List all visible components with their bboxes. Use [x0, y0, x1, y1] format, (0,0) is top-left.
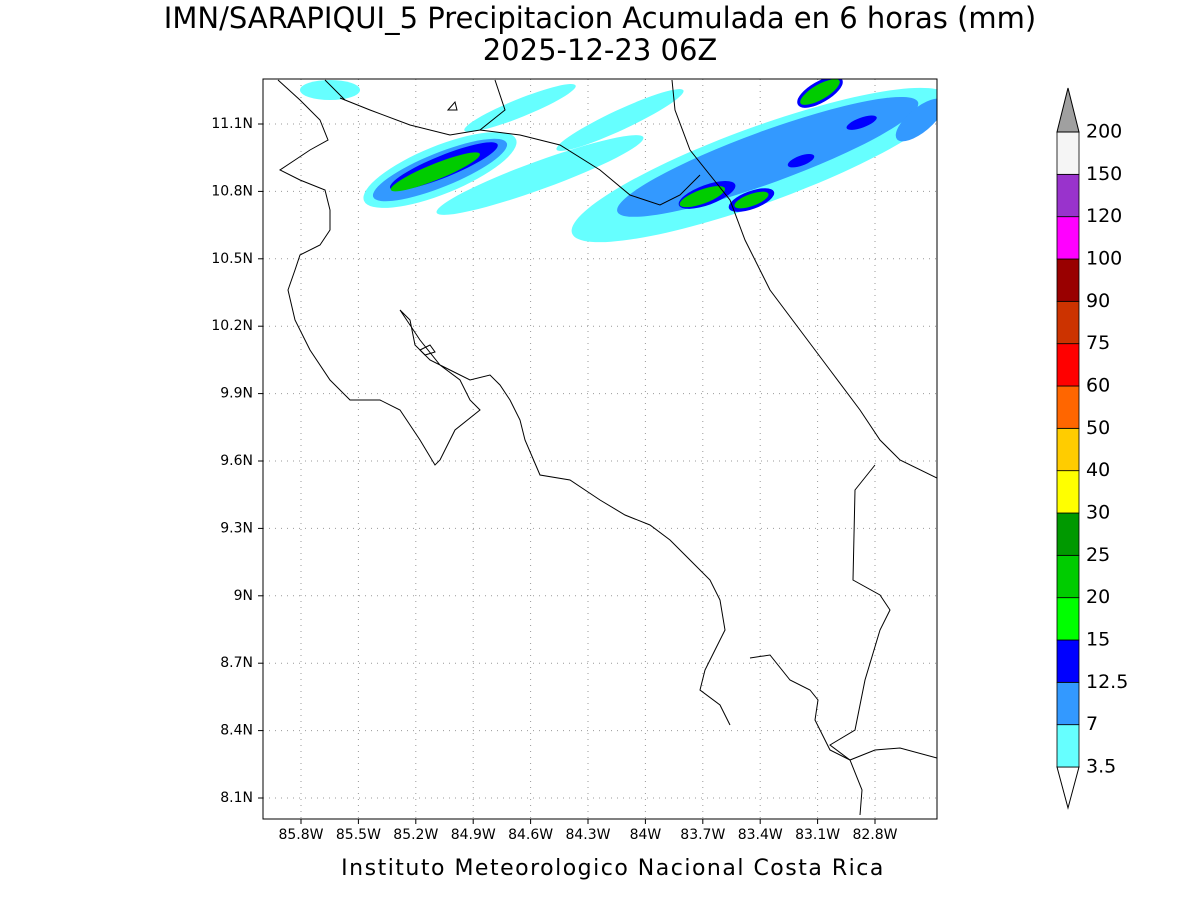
lat-label: 8.4N — [220, 723, 253, 739]
precip-area — [464, 84, 576, 132]
border — [479, 79, 506, 131]
lon-label: 84.3W — [565, 827, 610, 843]
lat-label: 9N — [234, 588, 253, 604]
lat-label: 9.9N — [220, 386, 253, 402]
lat-label: 9.6N — [220, 453, 253, 469]
colorbar: 3.5 7 12.5 15 20 25 30 40 50 60 75 90 100 120 150 200 — [1056, 87, 1128, 810]
precip-area — [300, 80, 360, 100]
lon-label: 83.7W — [680, 827, 725, 843]
title: IMN/SARAPIQUI_5 Precipitacion Acumulada … — [164, 1, 1036, 35]
precip-cell — [571, 87, 937, 243]
colorbar-cell — [1056, 639, 1080, 683]
colorbar-label: 15 — [1086, 629, 1110, 651]
lat-label: 9.3N — [220, 520, 253, 536]
colorbar-label: 50 — [1086, 417, 1110, 439]
colorbar-label: 40 — [1086, 459, 1110, 481]
colorbar-cell — [1056, 300, 1080, 345]
precip-area — [556, 89, 684, 151]
colorbar-cell — [1056, 131, 1080, 175]
island — [419, 344, 436, 356]
lon-label: 84.9W — [451, 827, 496, 843]
lon-label: 84.6W — [508, 827, 553, 843]
precip-cell — [363, 132, 517, 208]
lat-label: 8.1N — [220, 790, 253, 806]
colorbar-label: 200 — [1086, 121, 1122, 143]
colorbar-cell — [1056, 343, 1080, 387]
colorbar-cell — [1056, 597, 1080, 641]
lon-label: 85.5W — [336, 827, 381, 843]
axis-labels: 11.1N 10.8N 10.5N 10.2N 9.9N 9.6N 9.3N 9N 8.7N 8.… — [211, 116, 897, 843]
colorbar-label: 7 — [1086, 713, 1098, 735]
lat-label: 10.2N — [211, 318, 253, 334]
lat-label: 10.8N — [211, 183, 253, 199]
colorbar-under — [1056, 766, 1080, 810]
grid — [263, 79, 937, 819]
colorbar-cell — [1056, 724, 1080, 768]
colorbar-cell — [1056, 173, 1080, 218]
island — [446, 100, 458, 111]
lon-label: 83.1W — [795, 827, 840, 843]
lat-label: 10.5N — [211, 251, 253, 267]
colorbar-label: 75 — [1086, 332, 1110, 354]
colorbar-label: 150 — [1086, 163, 1122, 185]
colorbar-label: 25 — [1086, 544, 1110, 566]
colorbar-label: 60 — [1086, 375, 1110, 397]
panama-border — [829, 464, 937, 761]
coastlines — [277, 79, 937, 816]
lon-label: 85.2W — [393, 827, 438, 843]
colorbar-cell — [1056, 216, 1080, 260]
colorbar-cell — [1056, 385, 1080, 429]
footer: Instituto Meteorologico Nacional Costa R… — [341, 856, 885, 881]
border — [339, 97, 701, 206]
precip-area — [436, 135, 644, 215]
colorbar-over — [1056, 87, 1080, 133]
lon-label: 84W — [630, 827, 662, 843]
colorbar-label: 120 — [1086, 205, 1122, 227]
lon-label: 83.4W — [738, 827, 783, 843]
lat-label: 8.7N — [220, 655, 253, 671]
colorbar-cell — [1056, 554, 1080, 599]
colorbar-cell — [1056, 470, 1080, 514]
colorbar-cell — [1056, 258, 1080, 302]
plot-frame — [262, 78, 938, 820]
colorbar-label: 12.5 — [1086, 671, 1128, 693]
colorbar-label: 3.5 — [1086, 756, 1116, 778]
colorbar-label: 20 — [1086, 586, 1110, 608]
caribbean-coast — [671, 79, 937, 479]
colorbar-cell — [1056, 681, 1080, 726]
lon-label: 82.8W — [852, 827, 897, 843]
subtitle: 2025-12-23 06Z — [483, 33, 718, 67]
colorbar-cell — [1056, 512, 1080, 556]
osa-coast — [749, 654, 863, 816]
pacific-coast — [277, 79, 731, 726]
colorbar-label: 100 — [1086, 248, 1122, 270]
colorbar-label: 30 — [1086, 502, 1110, 524]
precip-area — [895, 98, 937, 142]
colorbar-label: 90 — [1086, 290, 1110, 312]
lon-label: 85.8W — [278, 827, 323, 843]
colorbar-cell — [1056, 427, 1080, 472]
border — [324, 79, 346, 101]
lat-label: 11.1N — [211, 116, 253, 132]
precip-area — [797, 79, 843, 108]
precip-field — [300, 79, 937, 243]
